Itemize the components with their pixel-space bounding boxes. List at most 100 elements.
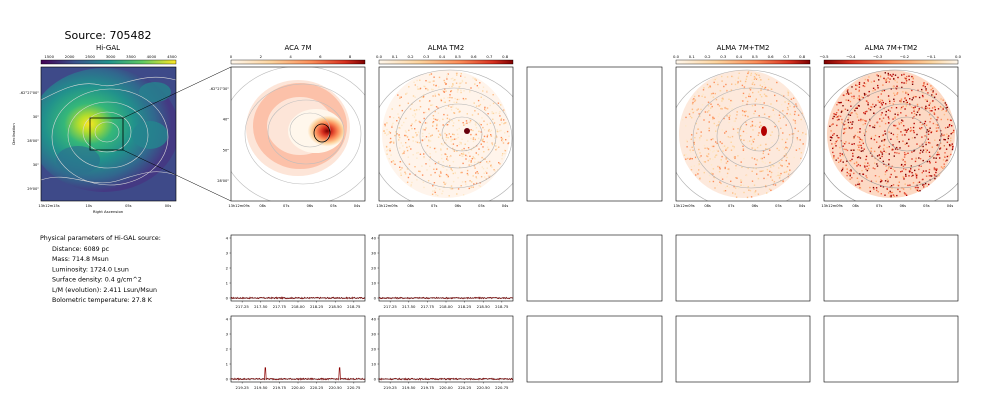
image-x-tick-label: 04s (947, 204, 954, 208)
spectrum-row2-empty-3 (823, 315, 959, 383)
image-x-tick-label: 10s (85, 204, 92, 208)
colorbar-tick-label: 0.0 (673, 54, 680, 59)
spectrum-y-tick-label: 3 (226, 250, 229, 255)
spectrum-y-tick-label: 30 (371, 250, 376, 255)
image-x-tick-label: 13h12m09s (673, 204, 694, 208)
param-line: Luminosity: 1724.0 Lsun (52, 266, 129, 273)
colorbar-alma7mtm2-a (675, 59, 811, 65)
param-line: L/M (evolution): 2.411 Lsun/Msun (52, 287, 157, 294)
colorbar-tick-label: −0.3 (873, 54, 883, 59)
colorbar-tick-label: 0.0 (955, 54, 962, 59)
image-y-tick-label: 28'00" (27, 139, 39, 143)
image-x-tick-label: 13h12m09s (821, 204, 842, 208)
image-x-tick-label: 08s (259, 204, 266, 208)
higal-image (41, 67, 176, 201)
param-line: Distance: 6089 pc (52, 246, 110, 253)
spectrum-x-tick-label: 220.00 (439, 385, 453, 390)
spectrum-y-tick-label: 10 (371, 280, 376, 285)
spectrum-x-tick-label: 218.50 (477, 304, 491, 309)
image-x-tick-label: 07s (283, 204, 290, 208)
spectrum-y-tick-label: 20 (371, 265, 376, 270)
spectrum-row2-empty-1 (526, 315, 663, 383)
spectrum-x-tick-label: 218.75 (495, 304, 509, 309)
spectrum-y-tick-label: 0 (226, 295, 229, 300)
image-x-tick-label: 07s (431, 204, 438, 208)
spectrum-x-tick-label: 218.25 (310, 304, 324, 309)
colorbar-tick-label: 0.5 (455, 54, 462, 59)
spectrum-x-tick-label: 218.00 (439, 304, 453, 309)
higal-ylabel: Declination (11, 123, 16, 145)
spectrum-y-tick-label: 40 (371, 316, 376, 321)
panel-title-higal: Hi-GAL (96, 44, 120, 52)
colorbar-higal (40, 59, 177, 65)
colorbar-aca7m (230, 59, 366, 65)
colorbar-tick-label: 4500 (167, 54, 177, 59)
colorbar-tick-label: 0.4 (736, 54, 743, 59)
image-axis-tick-labels: 13h12m15s 10s 05s 00s -62°27'00" 30" 28'00" 30"… (20, 87, 954, 208)
spectrum-x-tick-label: 218.75 (347, 304, 361, 309)
image-x-tick-label: 13h12m15s (38, 204, 59, 208)
params-heading: Physical parameters of Hi-GAL source: (40, 235, 161, 242)
image-y-tick-label: 28'00" (217, 179, 229, 183)
colorbar-tick-label: 4000 (147, 54, 157, 59)
alma7mtm2-a-frame (675, 66, 811, 202)
alma7mtm2-b-frame (823, 66, 959, 202)
spectrum-row1-empty-1 (526, 234, 663, 302)
almatm2-frame (378, 66, 514, 202)
image-x-tick-label: 04s (799, 204, 806, 208)
param-line: Surface density: 0.4 g/cm^2 (52, 277, 142, 284)
aca7m-image (231, 67, 365, 201)
almatm2-image (379, 67, 513, 201)
image-x-tick-label: 04s (354, 204, 361, 208)
empty-panel-top (526, 66, 663, 202)
spectrum-x-tick-label: 220.50 (329, 385, 343, 390)
colorbar-tick-label: 0.1 (689, 54, 696, 59)
param-line: Bolometric temperature: 27.8 K (52, 297, 153, 304)
image-x-tick-label: 06s (752, 204, 759, 208)
image-x-tick-label: 05s (775, 204, 782, 208)
spectrum-x-tick-label: 220.75 (347, 385, 361, 390)
image-x-tick-label: 13h12m09s (376, 204, 397, 208)
alma7mtm2-b-image (824, 67, 958, 201)
spectrum-x-tick-label: 220.50 (477, 385, 491, 390)
image-y-tick-label: -62°27'00" (20, 91, 40, 95)
spectrum-x-tick-label: 217.50 (254, 304, 268, 309)
alma7mtm2-a-image (676, 67, 810, 201)
spectrum-x-tick-label: 217.75 (421, 304, 435, 309)
image-x-tick-label: 05s (923, 204, 930, 208)
spectrum-y-tick-label: 0 (374, 295, 377, 300)
image-x-tick-label: 08s (407, 204, 414, 208)
colorbar-alma7mtm2-b (823, 59, 959, 65)
spectrum-x-tick-label: 218.00 (291, 304, 305, 309)
spectrum-x-tick-label: 220.75 (495, 385, 509, 390)
spectrum-row2-aca-frame (230, 315, 366, 383)
spectrum-x-tick-label: 220.25 (310, 385, 324, 390)
spectrum-x-tick-label: 219.50 (254, 385, 268, 390)
colorbar-tick-label: 8 (349, 54, 352, 59)
colorbar-tick-label: 0.3 (423, 54, 430, 59)
colorbar-tick-label: 0 (230, 54, 233, 59)
spectrum-y-tick-label: 4 (226, 316, 229, 321)
colorbar-tick-label: 6 (319, 54, 322, 59)
colorbar-tick-label: 0.6 (768, 54, 775, 59)
spectrum-x-tick-label: 217.50 (402, 304, 416, 309)
panel-title-almatm2: ALMA TM2 (428, 44, 465, 52)
spectrum-y-tick-label: 1 (226, 280, 229, 285)
colorbar-tick-label: 4 (289, 54, 292, 59)
spectrum-line (378, 296, 514, 300)
image-x-tick-label: 05s (478, 204, 485, 208)
spectrum-x-tick-label: 217.75 (273, 304, 287, 309)
colorbar-tick-label: 0.1 (392, 54, 399, 59)
spectrum-y-tick-label: 2 (226, 265, 229, 270)
image-x-tick-label: 05s (125, 204, 132, 208)
colorbar-tick-label: 0.8 (799, 54, 806, 59)
image-x-tick-label: 08s (852, 204, 859, 208)
colorbar-tick-label: 2000 (65, 54, 75, 59)
colorbar-tick-label: 1500 (44, 54, 54, 59)
spectrum-line (230, 367, 366, 381)
colorbar-tick-label: 2500 (85, 54, 95, 59)
colorbar-tick-label: 0.7 (486, 54, 493, 59)
spectrum-y-tick-label: 0 (374, 376, 377, 381)
image-x-tick-label: 08s (704, 204, 711, 208)
